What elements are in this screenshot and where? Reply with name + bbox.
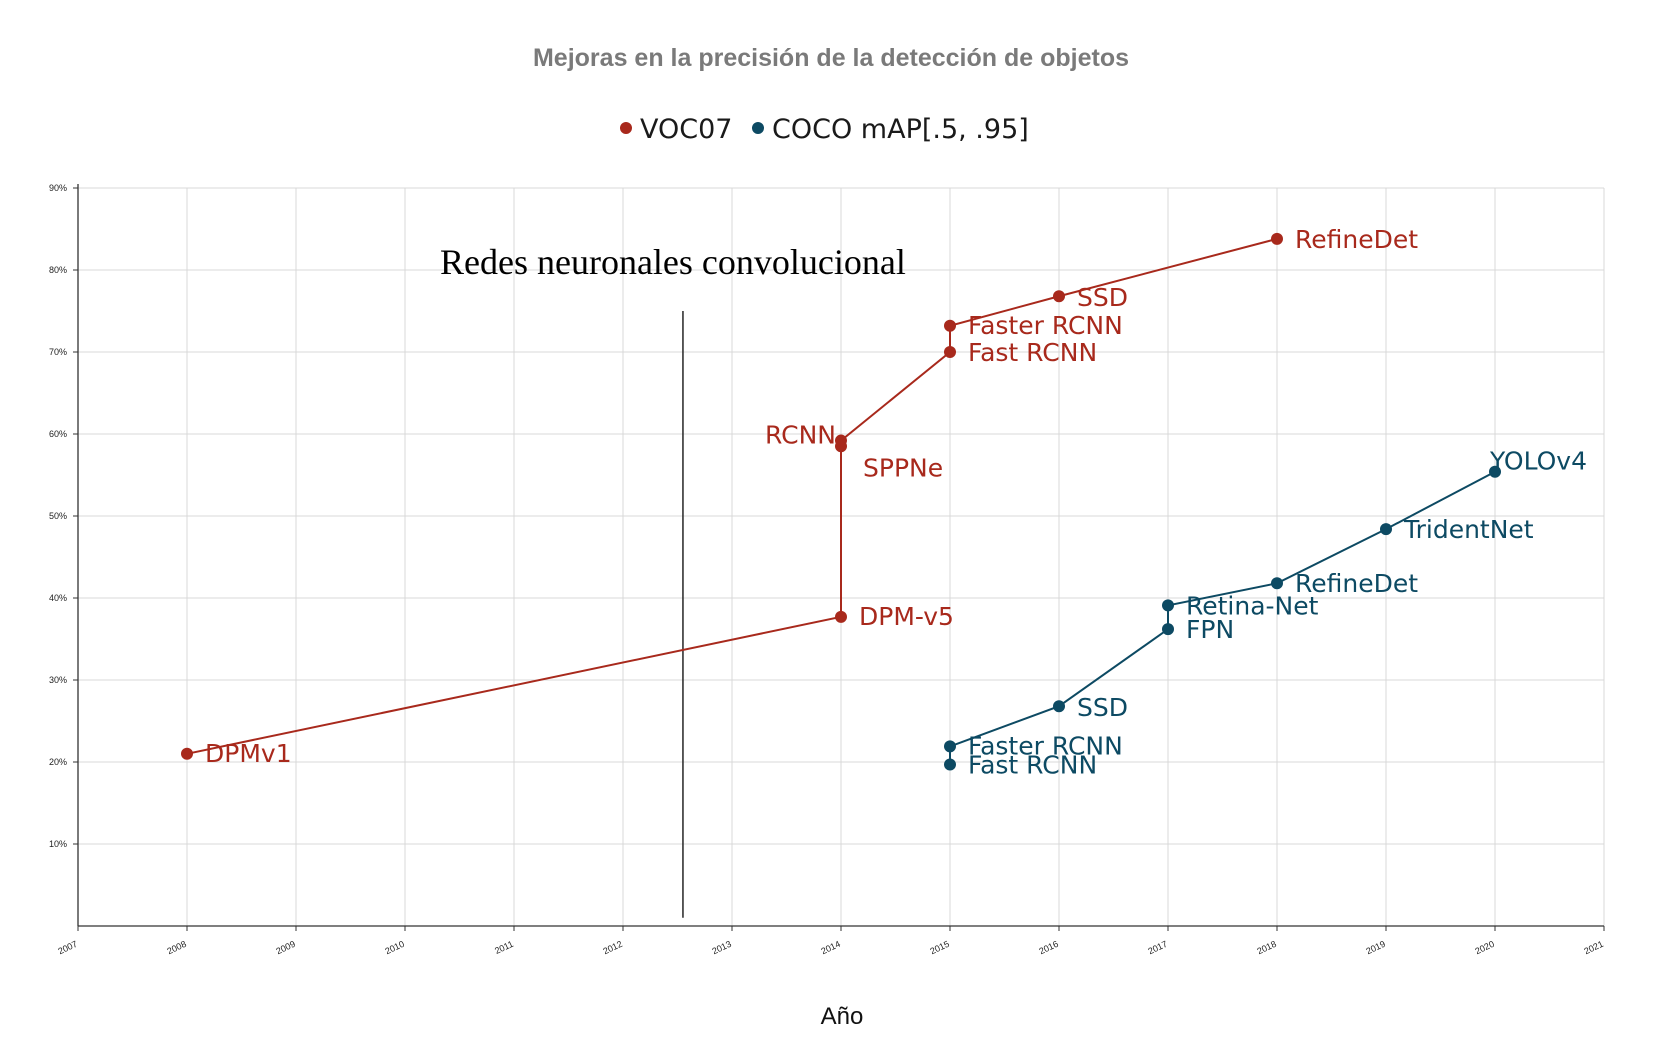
- x-tick-label: 2018: [1255, 939, 1277, 957]
- data-label: DPM-v5: [859, 602, 954, 631]
- x-tick-label: 2014: [819, 939, 841, 957]
- data-label: Faster RCNN: [968, 731, 1123, 760]
- legend-label-coco: COCO mAP[.5, .95]: [772, 114, 1029, 145]
- y-tick-label: 50%: [49, 511, 67, 521]
- legend: VOC07 COCO mAP[.5, .95]: [620, 114, 1029, 145]
- data-point: [1271, 232, 1283, 245]
- data-label: Retina-Net: [1186, 591, 1319, 620]
- x-tick-label: 2007: [56, 939, 78, 957]
- data-label: RCNN: [765, 421, 836, 450]
- data-label: TridentNet: [1403, 515, 1534, 544]
- chart-title: Mejoras en la precisión de la detección …: [533, 44, 1129, 72]
- x-tick-label: 2021: [1582, 939, 1604, 957]
- y-tick-label: 70%: [49, 347, 67, 357]
- data-point: [944, 740, 956, 753]
- data-point: [835, 610, 847, 623]
- y-tick-labels: 10% 20% 30% 40% 50% 60% 70% 80% 90%: [49, 183, 67, 849]
- data-label: YOLOv4: [1489, 447, 1587, 476]
- legend-marker-voc07: [620, 122, 632, 134]
- y-tick-label: 80%: [49, 265, 67, 275]
- data-point: [1380, 523, 1392, 536]
- y-tick-label: 20%: [49, 757, 67, 767]
- y-tick-label: 90%: [49, 183, 67, 193]
- data-label: DPMv1: [205, 739, 292, 768]
- data-point: [1162, 599, 1174, 612]
- x-axis-label: Año: [821, 1003, 864, 1030]
- y-tick-label: 40%: [49, 593, 67, 603]
- series-line-0: [186, 237, 1278, 755]
- y-tick-label: 30%: [49, 675, 67, 685]
- data-point: [944, 758, 956, 771]
- x-tick-label: 2011: [493, 939, 515, 956]
- data-point: [1053, 700, 1065, 713]
- x-tick-label: 2012: [601, 939, 623, 957]
- data-point: [835, 434, 847, 447]
- x-tick-label: 2016: [1037, 939, 1059, 957]
- x-tick-label: 2010: [383, 939, 405, 957]
- data-point: [1489, 465, 1501, 478]
- legend-marker-coco: [752, 122, 764, 134]
- data-label: RefineDet: [1295, 569, 1418, 598]
- data-label: SSD: [1077, 693, 1128, 722]
- x-tick-label: 2015: [928, 939, 950, 957]
- y-tick-label: 10%: [49, 839, 67, 849]
- data-label: SPPNe: [863, 453, 943, 482]
- x-tick-label: 2020: [1473, 939, 1495, 957]
- data-label: SSD: [1077, 283, 1128, 312]
- data-label: Fast RCNN: [968, 750, 1097, 779]
- data-point: [1053, 290, 1065, 303]
- annotation: Redes neuronales convolucional: [440, 242, 906, 918]
- data-label: Fast RCNN: [968, 338, 1097, 367]
- data-label: RefineDet: [1295, 225, 1418, 254]
- data-point: [181, 747, 193, 760]
- axes: [73, 184, 1605, 931]
- x-tick-label: 2008: [165, 939, 187, 957]
- x-tick-label: 2009: [274, 939, 296, 957]
- y-tick-label: 60%: [49, 429, 67, 439]
- x-tick-label: 2019: [1364, 939, 1386, 957]
- data-point: [944, 319, 956, 332]
- series-line-1: [949, 470, 1496, 765]
- data-point: [1271, 577, 1283, 590]
- x-tick-labels: 2007 2008 2009 2010 2011 2012 2013 2014 2015 2016…: [56, 939, 1604, 957]
- data-label: FPN: [1186, 615, 1234, 644]
- x-tick-label: 2017: [1146, 939, 1168, 957]
- data-point: [1162, 623, 1174, 636]
- data-label: Faster RCNN: [968, 311, 1123, 340]
- x-tick-label: 2013: [710, 939, 732, 957]
- annotation-text: Redes neuronales convolucional: [440, 242, 906, 282]
- data-point: [944, 346, 956, 358]
- legend-label-voc07: VOC07: [640, 114, 732, 145]
